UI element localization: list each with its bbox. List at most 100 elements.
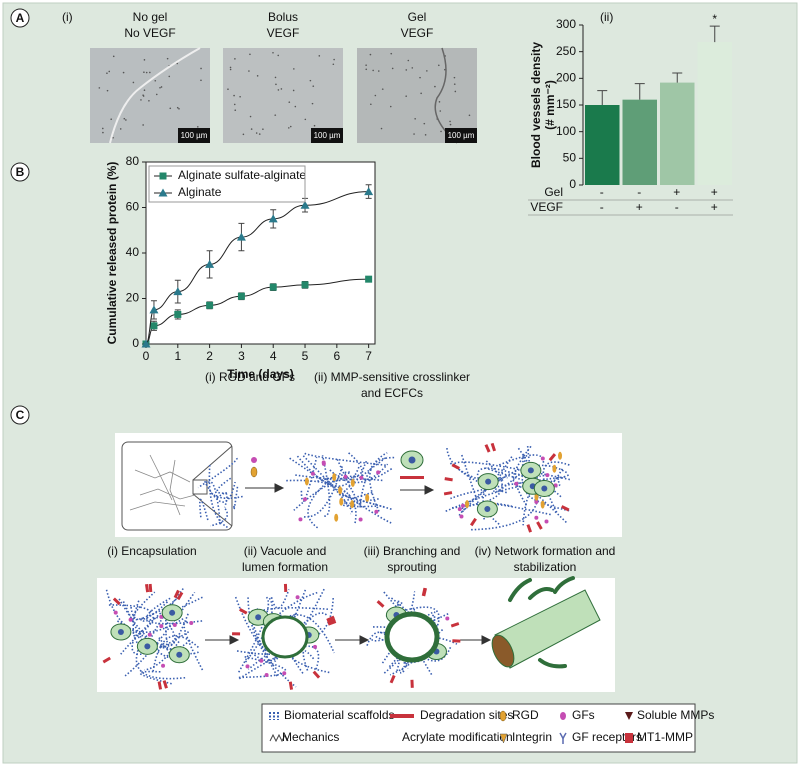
speckle [293, 68, 295, 70]
x-tick-label: 1 [174, 349, 181, 363]
speckle [200, 79, 202, 82]
speckle [389, 105, 392, 108]
nucleus [255, 614, 262, 621]
bar [622, 99, 657, 185]
speckle [454, 90, 457, 93]
y-tick-label: 100 [556, 124, 576, 138]
speckle [449, 120, 451, 123]
speckle [275, 83, 277, 86]
scaffold-strand [216, 476, 233, 494]
speckle [411, 67, 414, 69]
category-label: + [673, 185, 680, 199]
y-tick-label: 40 [126, 245, 140, 259]
scaffold-strand [368, 456, 395, 512]
error-bar [634, 83, 645, 100]
gf-dot [545, 473, 550, 478]
gf-dot [544, 519, 549, 524]
speckle [148, 99, 150, 102]
speckle [143, 89, 146, 92]
degradation-site [239, 608, 248, 615]
speckle [256, 75, 259, 77]
nucleus [144, 643, 151, 650]
scaffold-strand [183, 620, 204, 671]
scale-bar-box [311, 128, 343, 143]
speckle [229, 68, 232, 71]
scaffold-strand [145, 596, 203, 625]
gf-icon [251, 457, 257, 463]
speckle [98, 87, 101, 89]
vessel-trace [434, 47, 458, 144]
degradation-site [443, 491, 453, 496]
scaffold-strand [164, 613, 189, 647]
speckle [407, 59, 410, 62]
speckle [468, 114, 471, 117]
speckle [155, 93, 158, 96]
degradation-site [452, 639, 461, 643]
speckle [233, 94, 235, 97]
scaffold-strand [361, 459, 393, 481]
arrow-head [274, 483, 285, 493]
gf-dot [343, 474, 348, 479]
category-label: - [600, 185, 604, 199]
speckle [391, 67, 394, 70]
arrow-head [359, 635, 370, 645]
gf-dot [358, 517, 363, 522]
legend-label: Integrin [512, 730, 552, 744]
gf-dot [161, 663, 166, 668]
gf-dot [189, 620, 194, 625]
rgd-oval [552, 464, 557, 473]
speckle [248, 70, 250, 72]
speckle [142, 124, 144, 126]
legend-icon [269, 712, 279, 720]
significance-mark: * [712, 12, 717, 26]
marker [150, 322, 158, 330]
degradation-site [389, 674, 396, 684]
micrograph [357, 48, 477, 143]
scaffold-strand [515, 481, 567, 524]
error-bar [597, 90, 608, 105]
gf-dot [514, 481, 519, 486]
gf-dot [457, 507, 462, 512]
gf-dot [172, 623, 177, 628]
category-label: + [636, 200, 643, 214]
speckle [318, 55, 321, 57]
speckle [102, 131, 104, 134]
gf-dot [313, 644, 318, 649]
step-title: sprouting [387, 560, 436, 574]
step-title: (i) RGD and GFs [205, 370, 295, 384]
legend-box [261, 703, 696, 753]
scaffold-strand [120, 596, 180, 655]
error-bar [672, 72, 683, 83]
category-label: + [711, 185, 718, 199]
degradation-site [410, 679, 414, 688]
speckle [419, 76, 421, 79]
scaffold-strand [118, 598, 192, 650]
rgd-oval [558, 451, 563, 460]
marker [173, 287, 183, 296]
category-label: - [637, 185, 641, 199]
arrow-head [481, 635, 492, 645]
speckle [377, 70, 380, 72]
nucleus [527, 467, 534, 474]
scaffold-strand [132, 600, 151, 655]
scaffold-strand [279, 614, 335, 654]
arrow-head [424, 485, 435, 495]
y-tick-label: 150 [556, 97, 576, 111]
nucleus [176, 651, 183, 658]
scaffold-strand [247, 597, 297, 688]
scale-bar-label: 100 µm [314, 131, 341, 140]
y-tick-label: 200 [556, 71, 576, 85]
gf-dot [295, 595, 300, 600]
polymer-sketch [129, 454, 196, 516]
scaffold-strand [329, 463, 389, 484]
scaffold-strand [205, 480, 222, 526]
speckle [112, 55, 115, 58]
gf-dot [147, 632, 152, 637]
degradation-site [283, 583, 288, 593]
scaffold-strand [303, 464, 344, 518]
step-title: (iv) Network formation and [475, 544, 616, 558]
micrograph [90, 48, 210, 143]
gf-dot [374, 509, 379, 514]
speckle [125, 119, 127, 121]
speckle [234, 58, 236, 60]
